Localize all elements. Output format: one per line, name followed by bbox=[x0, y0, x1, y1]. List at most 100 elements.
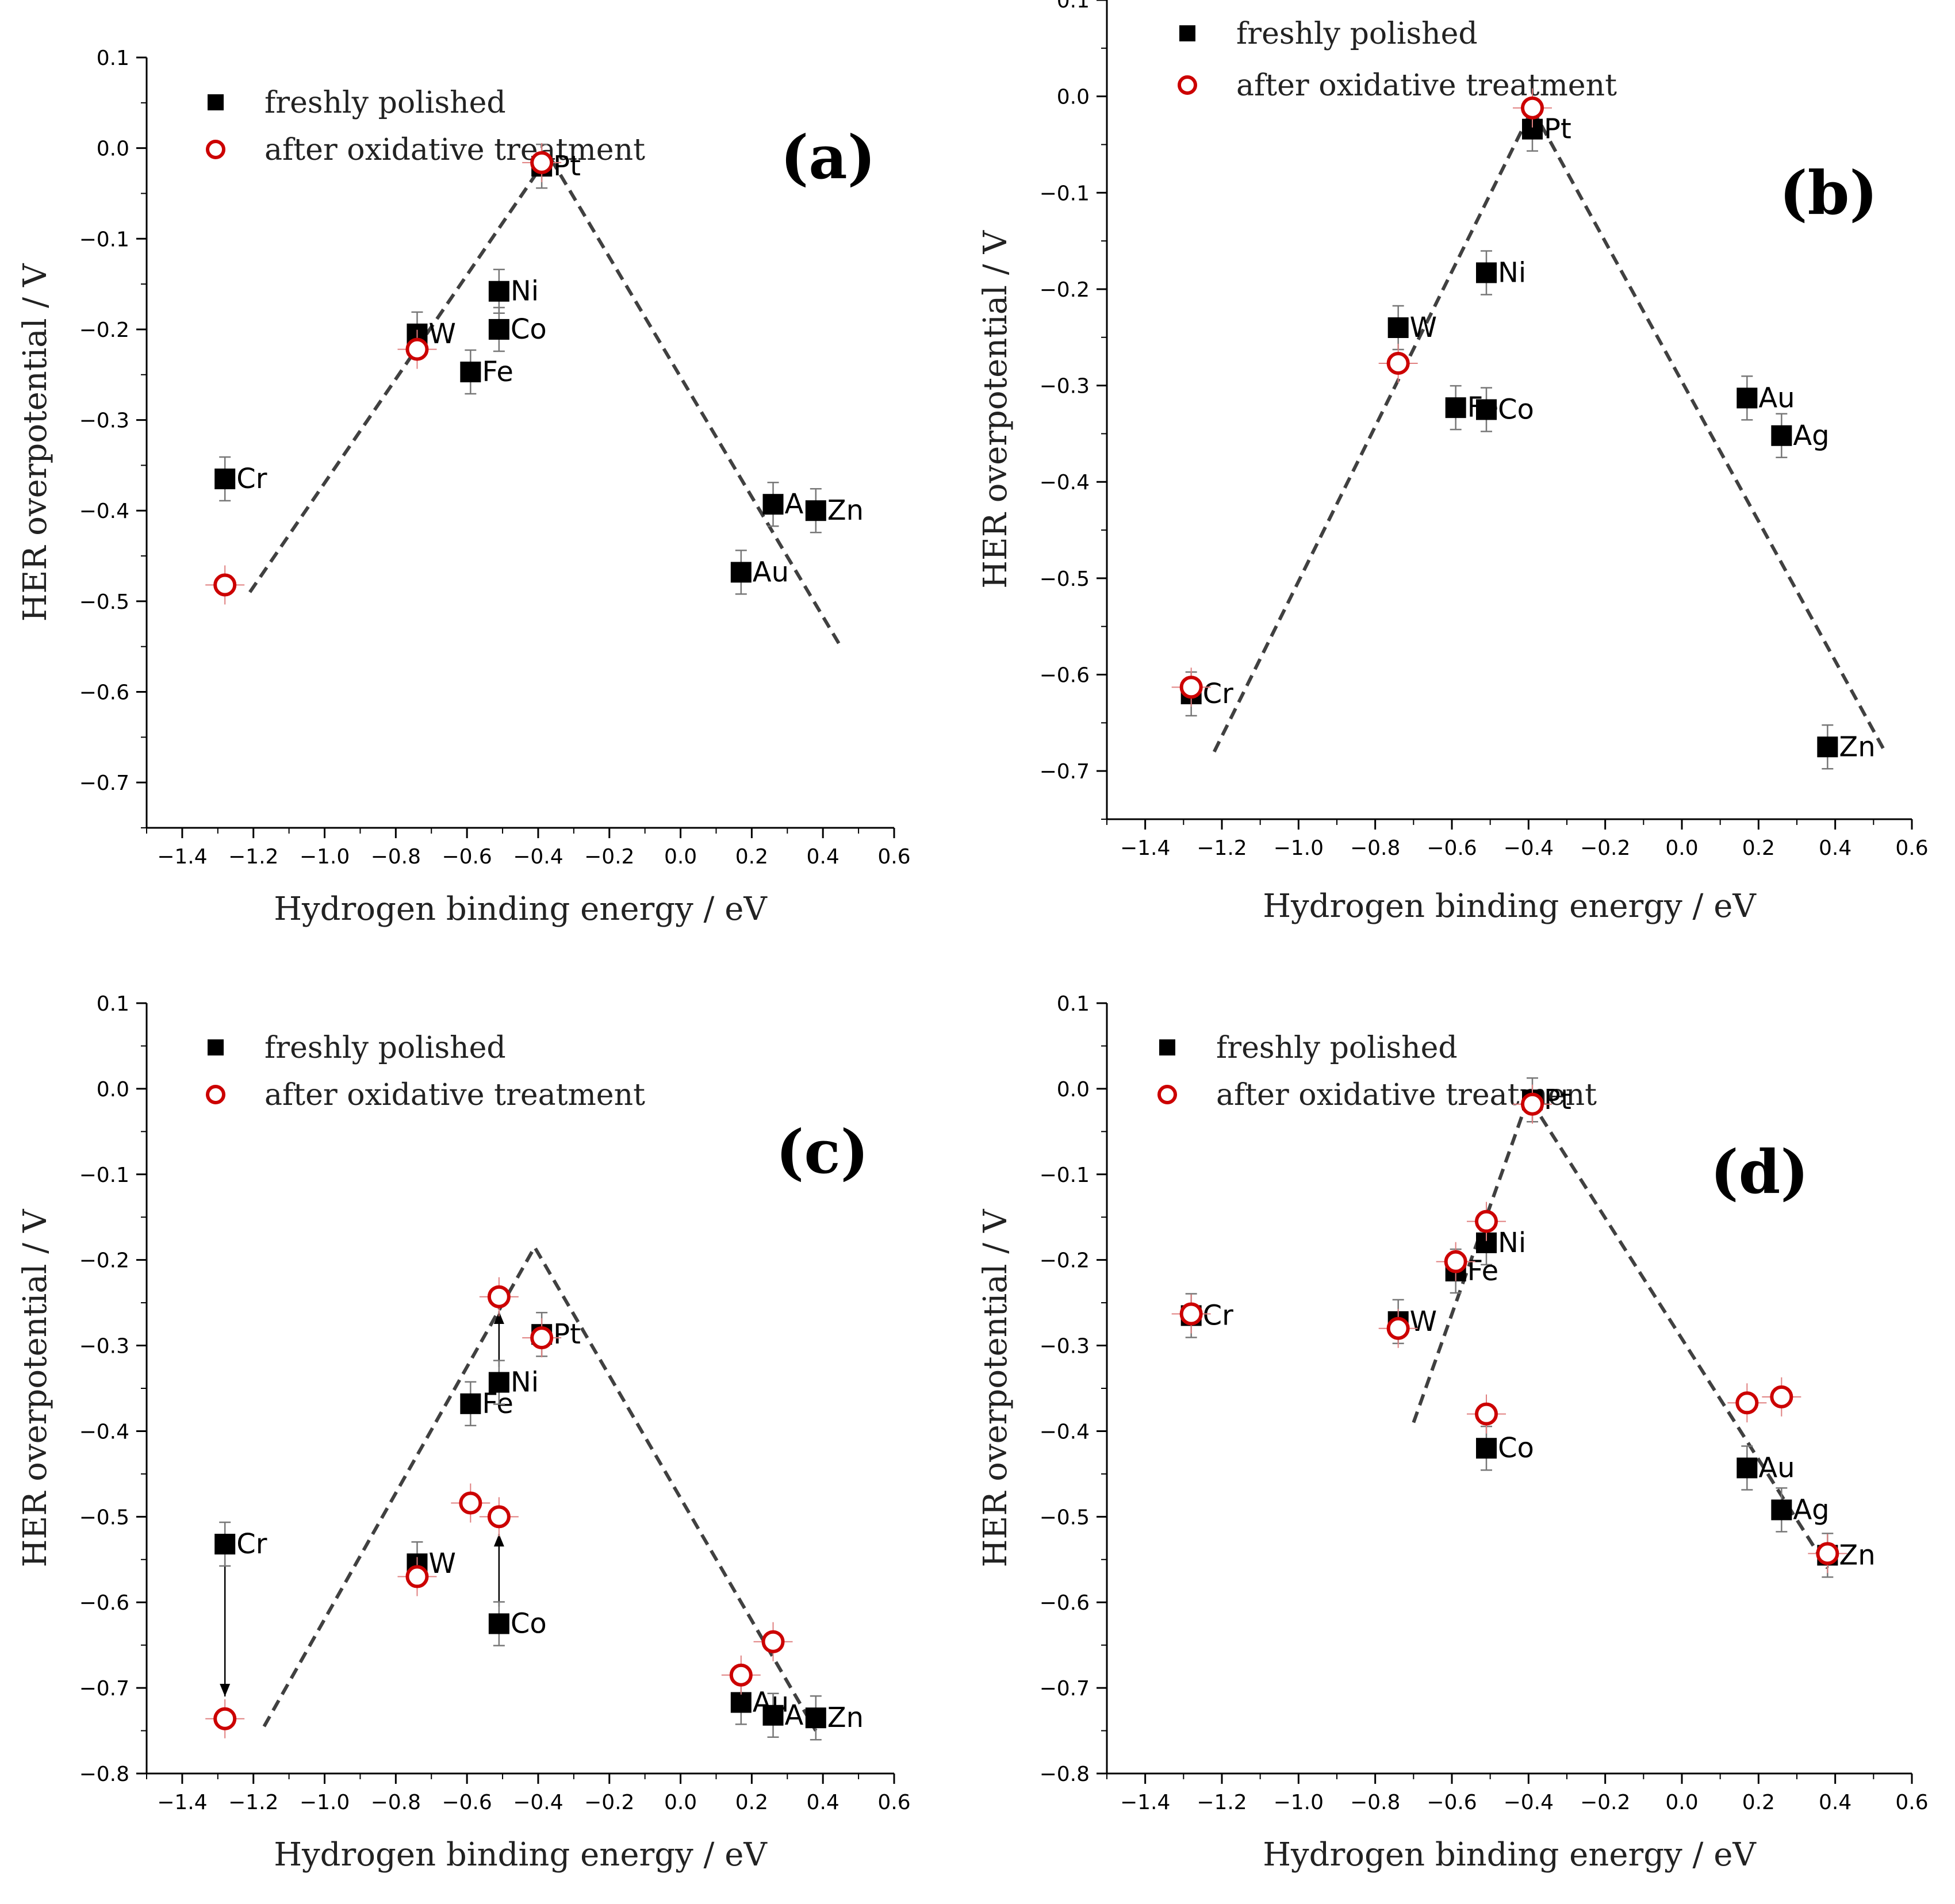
y-tick-label: 0.1 bbox=[1057, 992, 1090, 1016]
x-tick-label: −1.2 bbox=[228, 845, 278, 869]
x-tick-label: 0.2 bbox=[735, 1791, 768, 1814]
x-tick-label: −0.2 bbox=[584, 1791, 634, 1814]
x-tick-label: −0.8 bbox=[371, 1791, 421, 1814]
point-label-zn: Zn bbox=[827, 1702, 864, 1734]
panel-b: −1.4 −1.2 −1.0 −0.8 −0.6 −0.4 −0.2 0.0 0.2 0.4 0.6… bbox=[977, 0, 1929, 925]
y-tick-label: −0.6 bbox=[79, 681, 129, 705]
panel-c: −1.4 −1.2 −1.0 −0.8 −0.6 −0.4 −0.2 0.0 0.2 0.4 0.6… bbox=[17, 992, 911, 1874]
x-tick-label: −0.8 bbox=[371, 845, 421, 869]
legend-filled-square-marker bbox=[208, 1039, 224, 1055]
y-tick-label: −0.3 bbox=[1040, 375, 1090, 398]
y-tick-label: −0.2 bbox=[1040, 1249, 1090, 1273]
legend-label-freshly-polished: freshly polished bbox=[264, 1031, 506, 1065]
legend-label-freshly-polished: freshly polished bbox=[1216, 1031, 1458, 1065]
freshly-polished-point bbox=[488, 1372, 509, 1393]
y-tick-label: −0.1 bbox=[79, 228, 129, 251]
x-tick-label: −0.6 bbox=[442, 845, 492, 869]
point-label-pt: Pt bbox=[553, 150, 581, 182]
x-tick-label: −1.0 bbox=[1274, 836, 1324, 860]
y-tick-label: −0.8 bbox=[79, 1763, 129, 1786]
freshly-polished-point bbox=[1817, 736, 1838, 758]
panel-d: −1.4 −1.2 −1.0 −0.8 −0.6 −0.4 −0.2 0.0 0.2 0.4 0.6… bbox=[977, 992, 1929, 1874]
point-label-ni: Ni bbox=[1498, 256, 1526, 289]
oxidative-treatment-point bbox=[213, 1707, 237, 1730]
legend-open-circle-marker bbox=[206, 140, 225, 159]
point-label-w: W bbox=[428, 1548, 455, 1580]
dashed-trend-line bbox=[248, 152, 842, 648]
oxidative-treatment-point bbox=[1179, 675, 1203, 699]
y-tick-label: −0.5 bbox=[79, 1506, 129, 1529]
x-tick-label: −1.0 bbox=[300, 1791, 350, 1814]
x-tick-label: −0.6 bbox=[1427, 1791, 1477, 1814]
freshly-polished-point bbox=[805, 500, 826, 521]
freshly-polished-point bbox=[1476, 262, 1497, 283]
oxidative-treatment-point bbox=[1386, 352, 1410, 375]
shift-arrow-head bbox=[493, 1534, 504, 1547]
y-tick-label: −0.4 bbox=[1040, 471, 1090, 494]
oxidative-treatment-point bbox=[213, 573, 237, 597]
x-tick-label: 0.4 bbox=[807, 1791, 839, 1814]
y-axis-title: HER overpotential / V bbox=[17, 1208, 54, 1567]
y-tick-label: −0.5 bbox=[1040, 567, 1090, 591]
freshly-polished-point bbox=[1736, 1457, 1758, 1479]
oxidative-treatment-point bbox=[729, 1663, 753, 1687]
oxidative-treatment-point bbox=[1179, 1302, 1203, 1326]
y-tick-label: 0.0 bbox=[97, 1078, 129, 1101]
y-tick-label: −0.7 bbox=[1040, 760, 1090, 784]
y-tick-label: −0.2 bbox=[79, 318, 129, 342]
point-label-ni: Ni bbox=[511, 275, 539, 308]
x-tick-label: 0.0 bbox=[1665, 1791, 1698, 1814]
x-tick-label: −0.2 bbox=[1580, 1791, 1630, 1814]
y-axis-title: HER overpotential / V bbox=[17, 263, 54, 621]
x-tick-label: 0.6 bbox=[877, 845, 910, 869]
oxidative-treatment-point bbox=[1770, 1385, 1793, 1408]
freshly-polished-point bbox=[488, 281, 509, 302]
x-tick-label: 0.2 bbox=[1742, 1791, 1775, 1814]
freshly-polished-point bbox=[1476, 399, 1497, 420]
freshly-polished-point bbox=[1445, 397, 1466, 419]
x-tick-label: 0.0 bbox=[1665, 836, 1698, 860]
point-label-co: Co bbox=[1498, 394, 1534, 426]
freshly-polished-point bbox=[214, 469, 236, 490]
point-label-co: Co bbox=[511, 1607, 547, 1640]
point-label-w: W bbox=[1410, 1306, 1437, 1338]
x-tick-label: 0.2 bbox=[735, 845, 768, 869]
point-label-au: Au bbox=[753, 556, 789, 588]
x-tick-label: −1.4 bbox=[157, 845, 207, 869]
freshly-polished-point bbox=[214, 1533, 236, 1554]
freshly-polished-point bbox=[805, 1707, 826, 1729]
x-axis-title: Hydrogen binding energy / eV bbox=[274, 890, 768, 928]
y-axis-title: HER overpotential / V bbox=[977, 1208, 1014, 1567]
point-label-zn: Zn bbox=[827, 494, 864, 527]
point-label-zn: Zn bbox=[1839, 731, 1875, 763]
oxidative-treatment-point bbox=[530, 151, 554, 174]
y-tick-label: 0.0 bbox=[1057, 86, 1090, 109]
y-tick-label: −0.6 bbox=[1040, 1591, 1090, 1615]
oxidative-treatment-point bbox=[1735, 1391, 1759, 1415]
x-tick-label: 0.0 bbox=[664, 845, 697, 869]
freshly-polished-point bbox=[460, 1393, 481, 1414]
freshly-polished-point bbox=[1476, 1438, 1497, 1459]
x-tick-label: 0.0 bbox=[664, 1791, 697, 1814]
y-axis-title: HER overpotential / V bbox=[977, 230, 1014, 589]
y-tick-label: −0.1 bbox=[1040, 1164, 1090, 1187]
y-tick-label: −0.5 bbox=[79, 590, 129, 614]
x-tick-label: −1.4 bbox=[1120, 1791, 1170, 1814]
legend-open-circle-marker bbox=[1178, 75, 1197, 95]
x-tick-label: −0.6 bbox=[1427, 836, 1477, 860]
point-label-pt: Pt bbox=[1544, 113, 1571, 145]
y-tick-label: −0.8 bbox=[1040, 1763, 1090, 1786]
y-tick-label: −0.4 bbox=[1040, 1420, 1090, 1444]
legend-label-freshly-polished: freshly polished bbox=[1236, 17, 1478, 51]
freshly-polished-point bbox=[1771, 1499, 1792, 1521]
legend-filled-square-marker bbox=[1159, 1039, 1175, 1055]
oxidative-treatment-point bbox=[1475, 1210, 1498, 1233]
y-tick-label: −0.7 bbox=[79, 771, 129, 795]
oxidative-treatment-point bbox=[1386, 1316, 1410, 1340]
x-axis-title: Hydrogen binding energy / eV bbox=[274, 1836, 768, 1874]
oxidative-treatment-point bbox=[405, 337, 429, 361]
y-tick-label: 0.1 bbox=[97, 47, 129, 70]
oxidative-treatment-point bbox=[1521, 1092, 1544, 1116]
freshly-polished-point bbox=[762, 1705, 784, 1726]
oxidative-treatment-point bbox=[487, 1505, 511, 1529]
